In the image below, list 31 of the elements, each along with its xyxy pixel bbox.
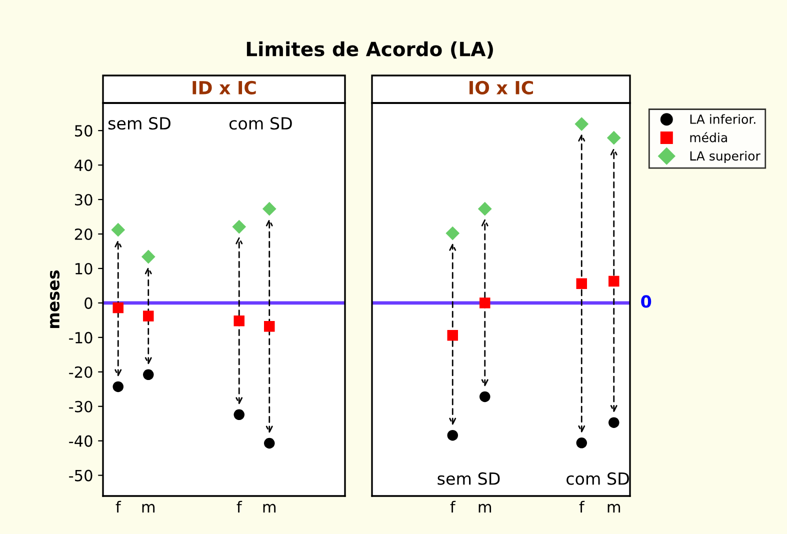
y-tick-label: 10 — [76, 262, 92, 274]
y-tick-label: 40 — [74, 160, 92, 172]
x-tick-label: m — [478, 504, 492, 512]
y-tick-label: -40 — [69, 435, 92, 447]
annotation: com SD — [566, 472, 629, 485]
ref-line-label: 0 — [641, 295, 652, 308]
x-tick-label: m — [608, 504, 620, 512]
annotation: sem SD — [108, 117, 170, 130]
chart-subtitle: ID x IC — [192, 80, 256, 94]
y-tick-label: -20 — [69, 366, 92, 378]
legend-label: LA inferior. — [690, 114, 756, 124]
y-tick-label: 30 — [75, 194, 92, 206]
y-tick-label: -10 — [69, 332, 92, 344]
y-tick-label: 0 — [84, 297, 92, 309]
annotation: sem SD — [438, 472, 500, 485]
chart-title: Limites de Acordo (LA) — [246, 41, 493, 59]
legend-label: LA superior — [690, 150, 760, 164]
y-tick-label: -30 — [69, 400, 92, 412]
y-axis-title: meses — [50, 270, 60, 328]
x-tick-label: f — [450, 500, 456, 512]
x-tick-label: f — [116, 500, 122, 512]
y-tick-label: -50 — [69, 470, 92, 482]
x-tick-label: m — [142, 504, 155, 512]
x-tick-label: f — [579, 500, 585, 512]
legend-label: média — [690, 132, 727, 142]
annotation: com SD — [229, 117, 292, 130]
x-tick-label: f — [236, 500, 242, 512]
y-tick-label: 20 — [74, 228, 92, 240]
y-tick-label: 50 — [75, 125, 92, 137]
x-tick-label: m — [263, 504, 276, 512]
chart-subtitle: IO x IC — [470, 80, 533, 94]
